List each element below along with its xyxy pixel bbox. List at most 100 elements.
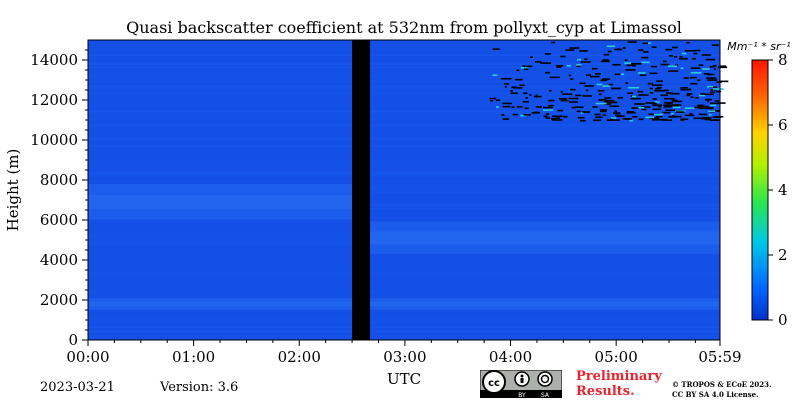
noise-speckle	[630, 97, 641, 100]
noise-speckle	[690, 96, 694, 98]
noise-speckle	[535, 94, 538, 97]
noise-speckle	[568, 101, 578, 103]
noise-speckle	[615, 114, 622, 117]
noise-speckle	[569, 47, 580, 49]
heatmap-texture-line	[88, 163, 720, 165]
noise-speckle	[616, 115, 625, 118]
noise-speckle	[665, 92, 673, 94]
colorbar-gradient	[751, 59, 769, 321]
noise-speckle	[568, 74, 572, 77]
noise-speckle	[637, 90, 644, 93]
noise-speckle	[626, 64, 634, 67]
noise-speckle	[680, 67, 684, 70]
noise-speckle	[647, 82, 654, 85]
noise-speckle	[630, 63, 642, 65]
preliminary-notice: Preliminary Results.	[576, 369, 662, 399]
noise-speckle	[663, 101, 673, 104]
noise-speckle	[600, 79, 608, 82]
noise-speckle	[605, 99, 615, 102]
noise-speckle	[523, 114, 531, 116]
y-axis-label: Height (m)	[4, 149, 22, 232]
noise-speckle	[707, 79, 718, 81]
noise-speckle	[603, 103, 611, 105]
noise-speckle	[502, 118, 510, 120]
noise-speckle	[665, 48, 673, 51]
noise-speckle	[704, 98, 713, 101]
heatmap-texture-line	[88, 208, 720, 210]
noise-speckle	[524, 107, 529, 110]
noise-speckle	[706, 77, 717, 79]
x-axis-label: UTC	[387, 370, 421, 388]
x-tick-label: 03:00	[383, 348, 426, 366]
noise-speckle	[698, 64, 704, 66]
heatmap-texture-line	[88, 111, 720, 113]
noise-speckle	[555, 64, 564, 67]
noise-speckle	[661, 113, 664, 116]
noise-speckle	[617, 96, 624, 99]
noise-speckle	[690, 71, 702, 74]
noise-speckle	[624, 62, 631, 64]
noise-speckle	[612, 63, 621, 66]
noise-speckle	[714, 100, 719, 102]
noise-speckle	[594, 113, 601, 116]
heatmap-texture-line	[88, 163, 720, 165]
colorbar-tick-label: 2	[778, 246, 788, 264]
heatmap-texture-line	[88, 188, 720, 190]
noise-speckle	[710, 104, 717, 107]
noise-speckle	[592, 119, 602, 122]
noise-speckle	[602, 85, 610, 87]
noise-speckle	[511, 86, 518, 89]
noise-speckle	[651, 118, 655, 121]
noise-speckle	[685, 114, 695, 117]
noise-speckle	[680, 88, 692, 91]
heatmap-texture-line	[88, 137, 720, 139]
noise-speckle	[684, 107, 695, 109]
noise-speckle	[672, 104, 682, 106]
noise-speckle	[548, 89, 552, 92]
noise-speckle	[671, 99, 678, 102]
noise-speckle	[655, 115, 663, 118]
noise-speckle	[690, 67, 701, 69]
noise-speckle	[660, 94, 669, 97]
heatmap-texture-line	[88, 63, 720, 65]
heatmap-texture-line	[88, 110, 720, 112]
noise-speckle	[690, 82, 698, 85]
svg-text:cc: cc	[488, 378, 500, 389]
noise-speckle	[624, 59, 628, 61]
y-tick-label: 2000	[40, 291, 78, 309]
noise-speckle	[570, 88, 576, 91]
noise-speckle	[576, 65, 581, 68]
noise-speckle	[685, 49, 696, 52]
noise-speckle	[651, 84, 663, 86]
noise-speckle	[672, 106, 681, 109]
noise-speckle	[599, 108, 608, 111]
noise-speckle	[570, 78, 574, 80]
noise-speckle	[712, 88, 724, 90]
noise-speckle	[689, 112, 693, 115]
cc-license-badge[interactable]: cc BY SA	[480, 370, 562, 398]
heatmap-texture-line	[88, 145, 720, 147]
noise-speckle	[698, 107, 703, 110]
noise-speckle	[501, 77, 512, 80]
noise-speckle	[582, 95, 592, 97]
heatmap-texture-line	[88, 92, 720, 94]
noise-speckle	[693, 52, 698, 55]
noise-speckle	[584, 58, 588, 60]
plot-area	[87, 39, 729, 341]
y-tick-label: 4000	[40, 251, 78, 269]
heatmap-texture-line	[88, 145, 720, 147]
heatmap-texture-line	[88, 139, 720, 141]
heatmap-texture-line	[88, 175, 720, 177]
noise-speckle	[604, 100, 608, 103]
noise-speckle	[533, 95, 542, 98]
noise-speckle	[719, 65, 727, 67]
heatmap-texture-line	[88, 172, 720, 174]
noise-speckle	[582, 111, 590, 113]
noise-speckle	[632, 95, 637, 98]
cc-icon	[482, 370, 506, 394]
noise-speckle	[709, 114, 712, 116]
heatmap-texture-line	[88, 330, 720, 332]
heatmap-texture-line	[88, 175, 720, 177]
noise-speckle	[501, 114, 505, 116]
noise-speckle	[673, 56, 678, 58]
